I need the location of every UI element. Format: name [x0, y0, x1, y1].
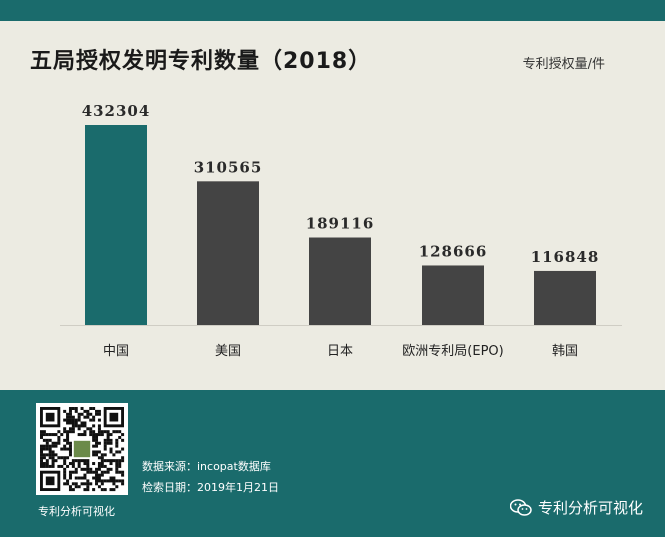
- data-label-3: 128666: [419, 242, 488, 260]
- wechat-label: 专利分析可视化: [537, 499, 643, 517]
- chart-area: 五局授权发明专利数量（2018） 专利授权量/件 432304 中国 310565 美…: [0, 21, 665, 390]
- chart-title: 五局授权发明专利数量（2018）: [30, 49, 372, 74]
- bar-chart: 432304 中国 310565 美国 189116 日本 128666 欧洲专利局(EPO)…: [60, 102, 622, 359]
- qr-caption: 专利分析可视化: [38, 505, 115, 518]
- bar-3: [422, 265, 484, 325]
- bar-0: [85, 125, 147, 325]
- category-label-2: 日本: [327, 344, 353, 359]
- wechat-icon: [509, 498, 532, 516]
- data-label-2: 189116: [306, 215, 375, 233]
- category-label-1: 美国: [215, 344, 241, 359]
- bar-4: [534, 270, 596, 325]
- footer: 专利分析可视化 数据来源：incopat数据库 检索日期：2019年1月21日 …: [0, 390, 665, 537]
- category-label-3: 欧洲专利局(EPO): [402, 344, 503, 359]
- data-label-1: 310565: [194, 158, 263, 176]
- search-date: 检索日期：2019年1月21日: [142, 481, 279, 494]
- data-label-0: 432304: [82, 102, 151, 120]
- data-source: 数据来源：incopat数据库: [142, 460, 271, 473]
- qr-code-icon: [36, 403, 128, 495]
- category-label-0: 中国: [103, 344, 129, 359]
- wechat-account[interactable]: 专利分析可视化: [509, 497, 643, 518]
- bar-1: [197, 181, 259, 325]
- data-label-4: 116848: [531, 248, 600, 266]
- bar-2: [309, 237, 371, 325]
- category-label-4: 韩国: [552, 344, 578, 359]
- unit-label: 专利授权量/件: [522, 57, 605, 72]
- top-band: [0, 0, 665, 21]
